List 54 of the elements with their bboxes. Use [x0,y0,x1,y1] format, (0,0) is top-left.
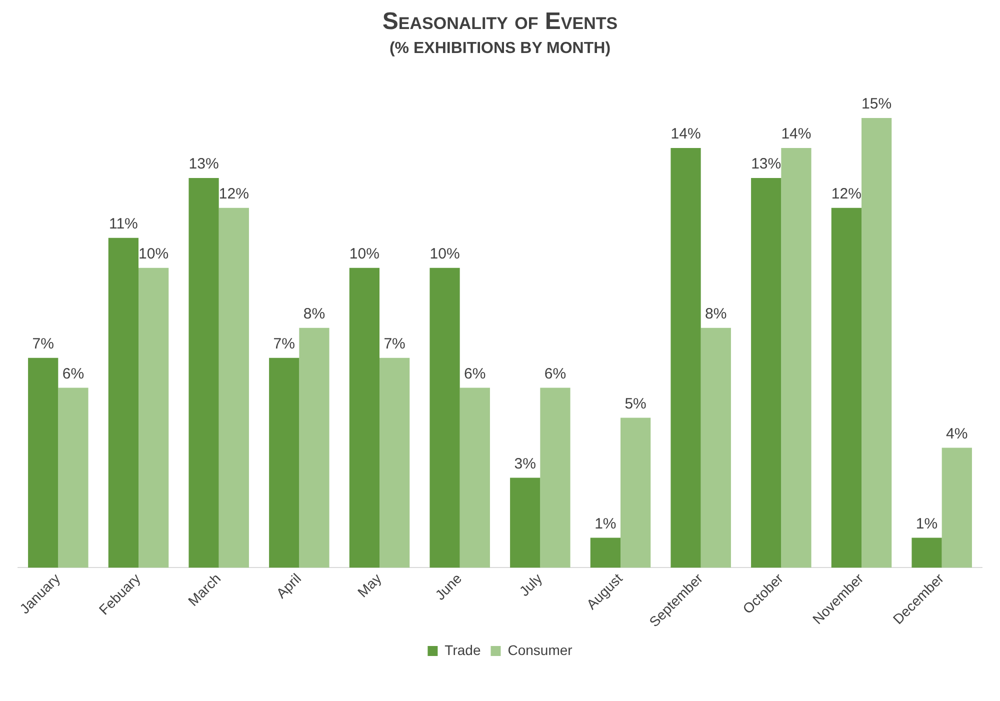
bar [138,268,169,568]
chart-title: Seasonality of Events [381,8,619,36]
legend-label: Trade [444,642,481,658]
data-label: 4% [946,425,968,442]
bar [700,328,731,568]
data-label: 14% [781,126,812,143]
data-label: 13% [751,156,782,173]
data-label: 10% [138,246,169,263]
bar [380,358,410,568]
bar [108,238,138,568]
bar [510,478,540,568]
bar [912,538,942,568]
bar [349,268,380,568]
x-tick-label: July [516,570,546,600]
data-label: 7% [384,335,406,352]
bar [590,538,620,568]
bar [430,268,460,568]
data-label: 6% [544,365,566,382]
data-label: 11% [108,216,138,233]
data-label: 13% [188,156,219,173]
bar [299,328,330,568]
bar [269,358,300,568]
data-label: 14% [670,126,701,143]
bar [28,358,58,568]
data-label: 1% [594,515,616,532]
data-label: 8% [303,305,326,322]
data-label: 15% [862,96,892,113]
bar [862,118,892,568]
bar [831,208,862,568]
data-label: 10% [349,246,380,263]
bar [460,388,490,568]
bar [218,208,249,568]
data-label: 7% [273,335,295,352]
chart-subtitle: (% EXHIBITIONS BY MONTH) [388,40,612,58]
bar [942,448,972,568]
bar [188,178,219,568]
x-tick-label: May [354,570,384,600]
bar [620,418,651,568]
bar [751,178,782,568]
data-label: 12% [218,186,249,203]
data-label: 12% [831,186,862,203]
bar [58,388,88,568]
data-label: 5% [624,395,646,412]
data-label: 1% [916,515,938,532]
data-label: 3% [514,455,536,472]
bar [540,388,570,568]
data-label: 6% [62,365,84,382]
data-label: 10% [430,246,460,263]
bar [781,148,812,568]
data-label: 8% [705,305,727,322]
bar [670,148,701,568]
data-label: 6% [464,365,486,382]
legend-label: Consumer [508,642,573,658]
data-label: 7% [32,335,54,352]
